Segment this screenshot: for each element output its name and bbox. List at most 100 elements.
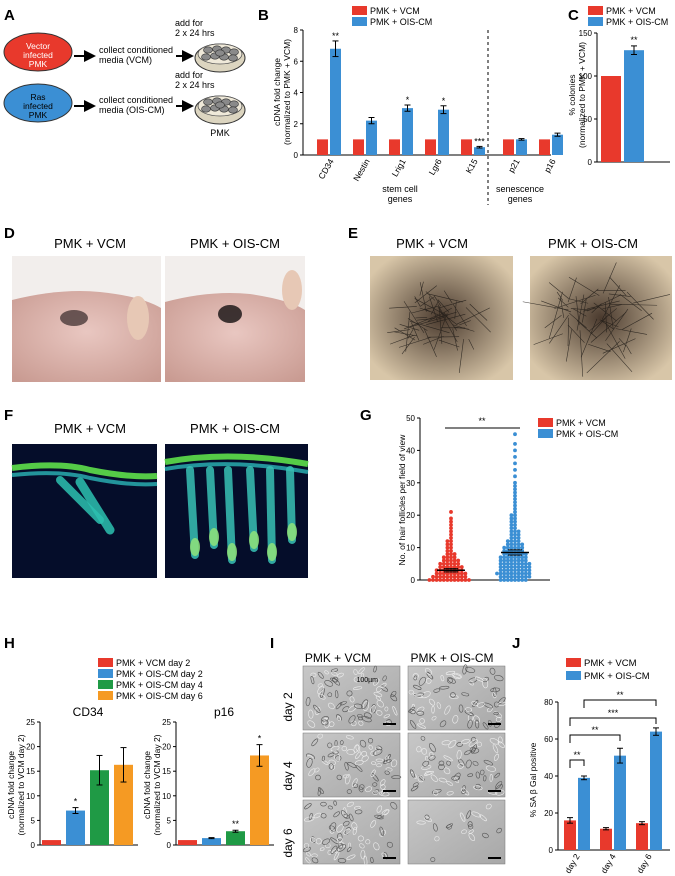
cell-shape xyxy=(336,824,344,833)
cell-shape xyxy=(346,801,354,808)
data-point xyxy=(449,519,453,524)
cell-shape xyxy=(317,671,324,679)
hair-strand xyxy=(575,296,580,326)
hair-strand xyxy=(587,300,620,310)
cell-shape xyxy=(306,758,313,768)
cell-shape xyxy=(446,791,454,796)
panel-e-photos: PMK + VCM PMK + OIS-CM xyxy=(370,236,672,380)
hair-strand xyxy=(426,313,466,325)
cell-shape xyxy=(440,675,445,682)
cell-shape xyxy=(337,672,344,678)
cell-shape xyxy=(311,853,318,858)
cell-shape xyxy=(391,775,402,780)
bar-vcm xyxy=(636,823,648,850)
cell-shape xyxy=(412,782,419,788)
legend-label: PMK + OIS-CM xyxy=(370,17,432,27)
significance-mark: ** xyxy=(232,819,240,829)
cell-shape xyxy=(367,738,374,744)
hair-strand xyxy=(429,296,438,322)
cell-shape xyxy=(372,790,379,795)
panel-letter-e: E xyxy=(348,225,358,242)
x-tick-label: Nestin xyxy=(351,157,372,183)
cell-shape xyxy=(359,739,367,748)
data-point xyxy=(516,539,521,544)
y-tick-label: 150 xyxy=(579,29,593,38)
panel-d-photos: PMK + VCM PMK + OIS-CM xyxy=(12,236,305,382)
cell-shape xyxy=(382,675,387,682)
cell-shape xyxy=(328,721,335,727)
cell-shape xyxy=(485,803,492,810)
data-point xyxy=(509,568,514,573)
cell-shape xyxy=(371,704,377,714)
cell-shape xyxy=(348,705,357,713)
cell-shape xyxy=(320,688,325,699)
panel-f-histology: PMK + VCM PMK + OIS-CM xyxy=(11,421,309,578)
dish-cell xyxy=(229,100,239,108)
hair-strand xyxy=(423,308,444,318)
hair-strand xyxy=(409,321,450,334)
cell-shape xyxy=(479,814,487,822)
cell-shape xyxy=(413,684,422,690)
data-point xyxy=(459,565,464,569)
cell-shape xyxy=(497,701,506,707)
cell-shape xyxy=(461,789,467,795)
data-point xyxy=(513,442,517,446)
hair-strand xyxy=(433,313,448,350)
cell-shape xyxy=(303,846,311,853)
data-point xyxy=(513,474,517,479)
cell-shape xyxy=(489,774,493,782)
cell-shape xyxy=(433,790,439,796)
cell-shape xyxy=(456,742,463,747)
data-point xyxy=(502,565,507,569)
data-point xyxy=(449,561,453,566)
data-point xyxy=(513,516,517,521)
data-point xyxy=(449,545,453,550)
cell-shape xyxy=(465,759,472,769)
cell-shape xyxy=(473,785,483,791)
hair-strand xyxy=(387,329,411,334)
mouse-photo-vcm xyxy=(12,256,161,382)
cell-shape xyxy=(360,673,365,678)
legend-label: PMK + VCM xyxy=(606,6,656,16)
data-point xyxy=(449,523,453,527)
bar-vcm xyxy=(539,139,550,155)
cell-shape xyxy=(327,692,333,698)
cell-shape xyxy=(313,704,321,714)
cell-shape xyxy=(467,714,474,722)
panel-h-ylabel: cDNA fold change(normalized to VCM day 2… xyxy=(142,734,162,835)
cell-shape xyxy=(445,670,456,675)
cell-shape xyxy=(328,825,337,832)
data-point xyxy=(520,555,525,560)
cell-shape xyxy=(357,714,363,718)
cell-shape xyxy=(361,716,372,723)
data-point xyxy=(527,574,532,579)
data-point xyxy=(441,571,446,576)
data-point xyxy=(445,552,450,556)
cell-shape xyxy=(409,719,417,729)
cell-shape xyxy=(458,704,464,713)
panel-i-row-day4: day 4 xyxy=(281,761,295,791)
cell-shape xyxy=(317,683,323,688)
panel-h-title: p16 xyxy=(214,705,234,719)
data-point xyxy=(434,571,439,576)
data-point xyxy=(509,565,514,569)
data-point xyxy=(520,571,525,576)
data-point xyxy=(505,568,510,573)
x-tick-label: day 2 xyxy=(563,852,582,875)
collect-vcm-label: collect conditioned media (VCM) xyxy=(99,45,173,65)
cell-shape xyxy=(317,685,324,694)
bar-ois xyxy=(578,777,590,850)
cell-shape xyxy=(333,752,341,762)
data-point xyxy=(523,578,528,582)
data-point xyxy=(523,561,528,566)
y-tick-label: 30 xyxy=(406,479,415,488)
y-tick-label: 10 xyxy=(26,792,35,801)
cell-shape xyxy=(381,809,390,816)
culture-dish-bottom xyxy=(194,95,246,125)
data-point xyxy=(509,578,514,582)
significance-mark: ** xyxy=(478,416,486,426)
hair-strand xyxy=(606,343,633,373)
mouse-photo-ois xyxy=(165,256,305,382)
legend-label: PMK + VCM xyxy=(370,6,420,16)
data-point xyxy=(452,561,457,566)
